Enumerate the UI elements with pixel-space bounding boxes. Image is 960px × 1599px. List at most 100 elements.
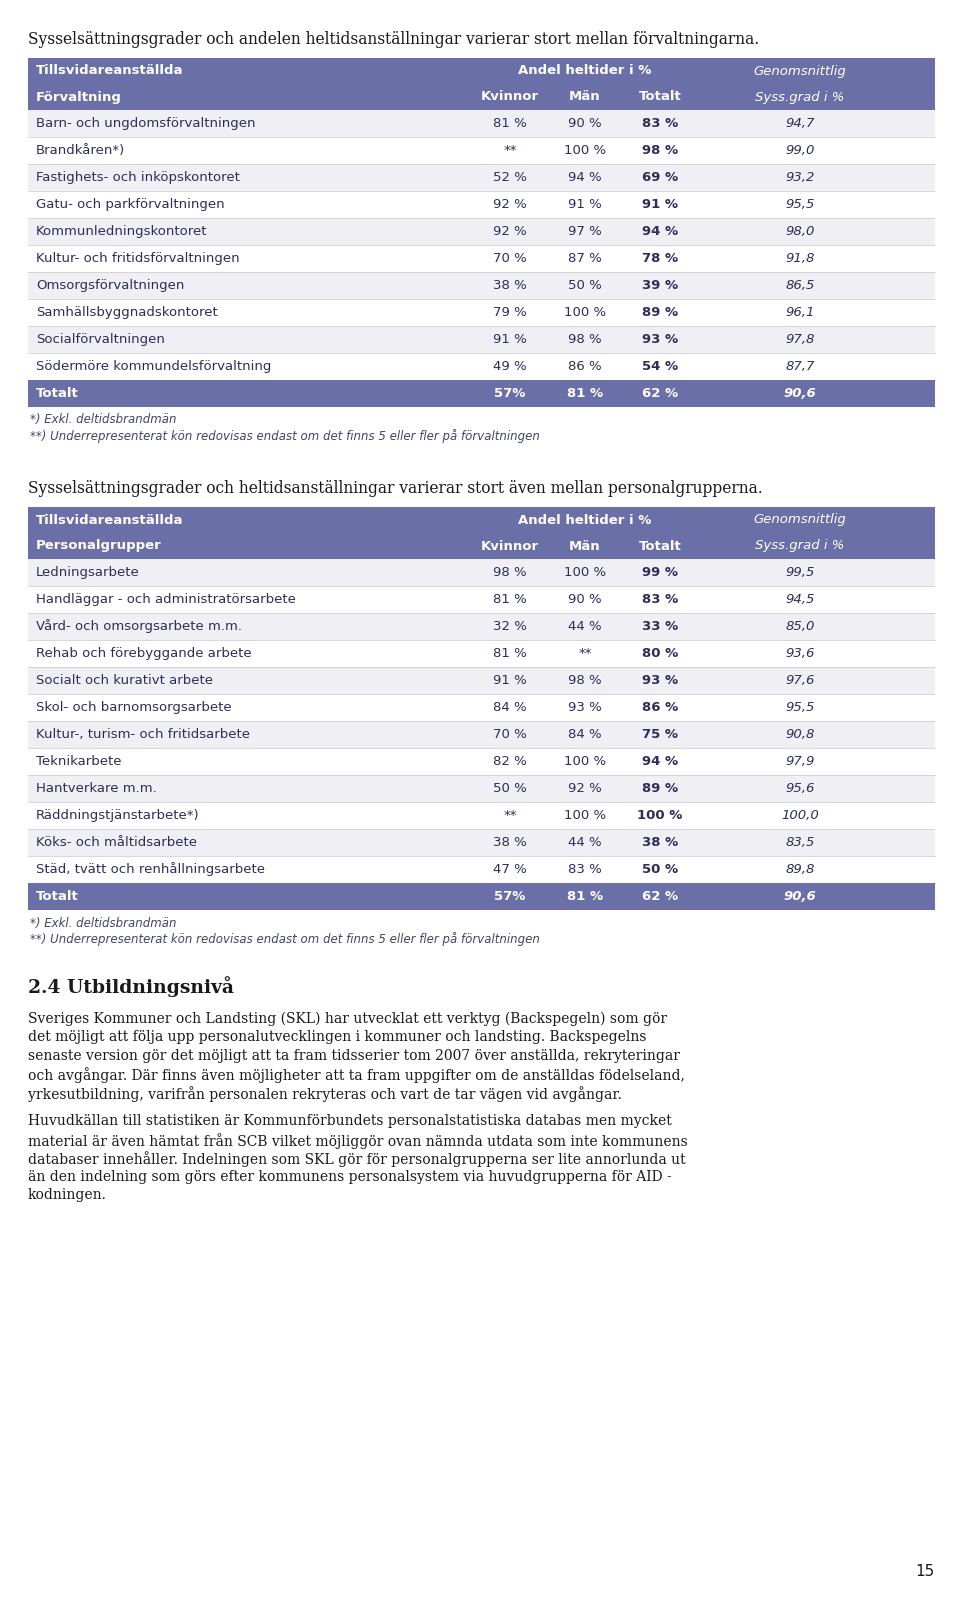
Text: Totalt: Totalt xyxy=(36,387,79,400)
Text: Genomsnittlig: Genomsnittlig xyxy=(754,513,847,526)
Text: 94 %: 94 % xyxy=(642,755,678,768)
Text: Sveriges Kommuner och Landsting (SKL) har utvecklat ett verktyg (Backspegeln) so: Sveriges Kommuner och Landsting (SKL) ha… xyxy=(28,1012,667,1027)
Text: 98 %: 98 % xyxy=(642,144,678,157)
Bar xyxy=(28,217,935,245)
Bar xyxy=(28,507,935,532)
Bar xyxy=(28,272,935,299)
Text: Kultur- och fritidsförvaltningen: Kultur- och fritidsförvaltningen xyxy=(36,253,240,265)
Bar xyxy=(28,326,935,353)
Text: 96,1: 96,1 xyxy=(785,305,815,318)
Text: 52 %: 52 % xyxy=(493,171,527,184)
Text: 83 %: 83 % xyxy=(642,593,678,606)
Text: 91 %: 91 % xyxy=(493,675,527,688)
Text: 100 %: 100 % xyxy=(637,809,683,822)
Text: 97,9: 97,9 xyxy=(785,755,815,768)
Text: än den indelning som görs efter kommunens personalsystem via huvudgrupperna för : än den indelning som görs efter kommunen… xyxy=(28,1170,672,1183)
Text: 98,0: 98,0 xyxy=(785,225,815,238)
Text: Rehab och förebyggande arbete: Rehab och förebyggande arbete xyxy=(36,648,252,660)
Text: 82 %: 82 % xyxy=(493,755,527,768)
Bar xyxy=(28,748,935,776)
Text: Gatu- och parkförvaltningen: Gatu- och parkförvaltningen xyxy=(36,198,225,211)
Text: Samhällsbyggnadskontoret: Samhällsbyggnadskontoret xyxy=(36,305,218,318)
Bar xyxy=(28,585,935,612)
Text: 62 %: 62 % xyxy=(642,891,678,903)
Text: 94,5: 94,5 xyxy=(785,593,815,606)
Text: 78 %: 78 % xyxy=(642,253,678,265)
Text: Män: Män xyxy=(569,91,601,104)
Text: Tillsvidareanställda: Tillsvidareanställda xyxy=(36,513,183,526)
Text: 95,5: 95,5 xyxy=(785,700,815,715)
Text: **: ** xyxy=(578,648,591,660)
Text: *) Exkl. deltidsbrandmän: *) Exkl. deltidsbrandmän xyxy=(30,414,177,427)
Bar xyxy=(28,776,935,803)
Text: Köks- och måltidsarbete: Köks- och måltidsarbete xyxy=(36,836,197,849)
Text: 84 %: 84 % xyxy=(568,728,602,740)
Text: Södermöre kommundelsförvaltning: Södermöre kommundelsförvaltning xyxy=(36,360,272,373)
Text: Barn- och ungdomsförvaltningen: Barn- och ungdomsförvaltningen xyxy=(36,117,255,130)
Text: 97,6: 97,6 xyxy=(785,675,815,688)
Text: 93,2: 93,2 xyxy=(785,171,815,184)
Bar xyxy=(28,694,935,721)
Text: 94 %: 94 % xyxy=(568,171,602,184)
Text: **: ** xyxy=(503,809,516,822)
Text: 85,0: 85,0 xyxy=(785,620,815,633)
Text: 100 %: 100 % xyxy=(564,144,606,157)
Text: Andel heltider i %: Andel heltider i % xyxy=(518,64,652,77)
Text: Brandkåren*): Brandkåren*) xyxy=(36,144,125,157)
Text: 86 %: 86 % xyxy=(642,700,678,715)
Text: Socialt och kurativt arbete: Socialt och kurativt arbete xyxy=(36,675,213,688)
Text: 57%: 57% xyxy=(494,891,526,903)
Text: 83 %: 83 % xyxy=(642,117,678,130)
Bar xyxy=(28,803,935,828)
Text: Totalt: Totalt xyxy=(36,891,79,903)
Text: Kvinnor: Kvinnor xyxy=(481,91,540,104)
Text: 100 %: 100 % xyxy=(564,809,606,822)
Text: 91 %: 91 % xyxy=(493,333,527,345)
Text: Sysselsättningsgrader och heltidsanställningar varierar stort även mellan person: Sysselsättningsgrader och heltidsanställ… xyxy=(28,480,763,497)
Text: 99 %: 99 % xyxy=(642,566,678,579)
Text: 70 %: 70 % xyxy=(493,253,527,265)
Text: *) Exkl. deltidsbrandmän: *) Exkl. deltidsbrandmän xyxy=(30,916,177,929)
Bar xyxy=(28,883,935,910)
Bar xyxy=(28,190,935,217)
Bar xyxy=(28,381,935,408)
Text: 91,8: 91,8 xyxy=(785,253,815,265)
Text: 50 %: 50 % xyxy=(642,863,678,876)
Text: Kvinnor: Kvinnor xyxy=(481,539,540,553)
Text: 93 %: 93 % xyxy=(642,333,678,345)
Text: 92 %: 92 % xyxy=(493,225,527,238)
Text: **) Underrepresenterat kön redovisas endast om det finns 5 eller fler på förvalt: **) Underrepresenterat kön redovisas end… xyxy=(30,932,540,947)
Text: Städ, tvätt och renhållningsarbete: Städ, tvätt och renhållningsarbete xyxy=(36,862,265,876)
Text: 91 %: 91 % xyxy=(568,198,602,211)
Text: material är även hämtat från SCB vilket möjliggör ovan nämnda utdata som inte ko: material är även hämtat från SCB vilket … xyxy=(28,1134,687,1148)
Text: 83,5: 83,5 xyxy=(785,836,815,849)
Text: 50 %: 50 % xyxy=(568,278,602,293)
Text: 91 %: 91 % xyxy=(642,198,678,211)
Text: Totalt: Totalt xyxy=(638,539,682,553)
Text: Omsorgsförvaltningen: Omsorgsförvaltningen xyxy=(36,278,184,293)
Bar xyxy=(28,667,935,694)
Text: Ledningsarbete: Ledningsarbete xyxy=(36,566,140,579)
Bar xyxy=(28,560,935,585)
Text: 99,0: 99,0 xyxy=(785,144,815,157)
Bar xyxy=(28,58,935,85)
Text: 69 %: 69 % xyxy=(642,171,678,184)
Text: Tillsvidareanställda: Tillsvidareanställda xyxy=(36,64,183,77)
Text: 87,7: 87,7 xyxy=(785,360,815,373)
Text: Kommunledningskontoret: Kommunledningskontoret xyxy=(36,225,207,238)
Text: 90,6: 90,6 xyxy=(783,387,816,400)
Text: 2.4 Utbildningsnivå: 2.4 Utbildningsnivå xyxy=(28,975,234,996)
Text: 95,6: 95,6 xyxy=(785,782,815,795)
Text: Räddningstjänstarbete*): Räddningstjänstarbete*) xyxy=(36,809,200,822)
Text: Kultur-, turism- och fritidsarbete: Kultur-, turism- och fritidsarbete xyxy=(36,728,250,740)
Text: Skol- och barnomsorgsarbete: Skol- och barnomsorgsarbete xyxy=(36,700,231,715)
Text: Handläggar - och administratörsarbete: Handläggar - och administratörsarbete xyxy=(36,593,296,606)
Text: 99,5: 99,5 xyxy=(785,566,815,579)
Text: 38 %: 38 % xyxy=(493,836,527,849)
Bar xyxy=(28,245,935,272)
Text: 47 %: 47 % xyxy=(493,863,527,876)
Bar xyxy=(28,640,935,667)
Text: databaser innehåller. Indelningen som SKL gör för personalgrupperna ser lite ann: databaser innehåller. Indelningen som SK… xyxy=(28,1151,685,1167)
Text: 98 %: 98 % xyxy=(493,566,527,579)
Text: 93 %: 93 % xyxy=(642,675,678,688)
